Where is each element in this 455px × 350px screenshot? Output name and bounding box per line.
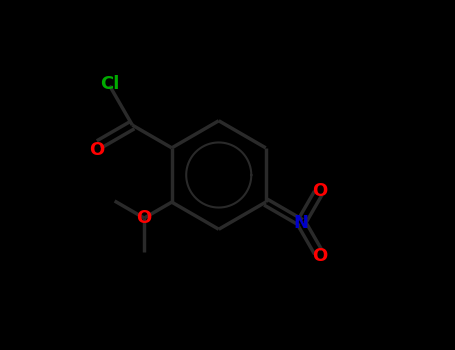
Text: N: N <box>293 214 308 232</box>
Text: O: O <box>136 209 152 227</box>
Text: O: O <box>90 141 105 159</box>
Text: O: O <box>313 182 328 200</box>
Text: O: O <box>313 247 328 265</box>
Text: Cl: Cl <box>100 75 119 93</box>
